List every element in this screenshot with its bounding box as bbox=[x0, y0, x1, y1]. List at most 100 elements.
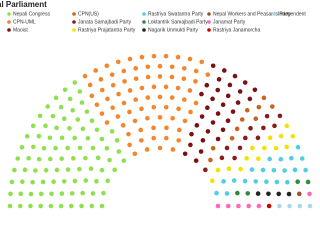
seat bbox=[151, 105, 157, 110]
legend-label: Nagarik Unmukti Party bbox=[148, 27, 199, 33]
seat bbox=[121, 158, 127, 163]
seat bbox=[203, 167, 208, 173]
seat bbox=[285, 179, 290, 185]
seat bbox=[219, 155, 225, 161]
seat bbox=[22, 167, 28, 173]
seat bbox=[31, 144, 36, 150]
seat bbox=[72, 135, 77, 141]
seat bbox=[199, 114, 205, 119]
seat bbox=[297, 203, 303, 209]
seat bbox=[244, 107, 250, 113]
legend-marker bbox=[72, 12, 76, 16]
seat bbox=[226, 166, 232, 171]
seat bbox=[151, 84, 157, 90]
seat bbox=[284, 144, 289, 150]
seat bbox=[133, 66, 139, 71]
seat bbox=[151, 125, 156, 131]
seat bbox=[84, 109, 90, 114]
seat bbox=[209, 178, 215, 184]
seat bbox=[198, 149, 204, 154]
seat bbox=[90, 191, 96, 196]
seat bbox=[107, 157, 112, 163]
legend-marker bbox=[142, 28, 146, 32]
seat bbox=[225, 118, 231, 123]
seat bbox=[204, 82, 210, 88]
seat bbox=[193, 100, 199, 106]
legend-marker bbox=[142, 20, 146, 24]
seat bbox=[289, 155, 294, 161]
legend-label: Nepal Workers and Peasants Party bbox=[213, 11, 292, 17]
seat bbox=[53, 95, 59, 101]
legend-label: CPN(US) bbox=[78, 11, 99, 17]
seat bbox=[163, 84, 169, 90]
seat bbox=[38, 191, 44, 197]
seat bbox=[170, 147, 176, 152]
legend-label: Rastriya Swatantra Party bbox=[148, 11, 204, 17]
seat bbox=[8, 191, 13, 197]
seat bbox=[290, 133, 296, 139]
seat bbox=[89, 118, 95, 123]
legend-marker bbox=[207, 28, 211, 32]
seat bbox=[247, 96, 253, 102]
seat bbox=[243, 135, 248, 141]
legend-label: Independent bbox=[278, 11, 306, 17]
seat bbox=[176, 138, 181, 143]
seat bbox=[79, 203, 84, 209]
legend-label: Rastriya Prajatantra Party bbox=[78, 27, 136, 33]
seat bbox=[65, 167, 71, 172]
seat bbox=[139, 138, 144, 143]
seat bbox=[145, 64, 151, 70]
seat bbox=[139, 85, 145, 91]
seat bbox=[30, 179, 35, 185]
seat bbox=[189, 131, 194, 137]
seat bbox=[264, 179, 269, 185]
seat bbox=[222, 68, 227, 73]
seat bbox=[87, 82, 93, 88]
seat bbox=[77, 166, 82, 172]
seat bbox=[121, 68, 127, 74]
seat bbox=[205, 105, 210, 110]
seat bbox=[215, 167, 221, 173]
seat bbox=[249, 167, 255, 172]
seat bbox=[110, 82, 116, 88]
seat bbox=[234, 126, 240, 132]
seat bbox=[188, 109, 193, 115]
seat bbox=[215, 203, 221, 209]
seat bbox=[215, 87, 221, 93]
seat bbox=[262, 145, 267, 151]
seat bbox=[139, 54, 145, 60]
seat bbox=[246, 203, 251, 209]
seat bbox=[170, 115, 175, 121]
seat bbox=[181, 97, 187, 102]
seat bbox=[105, 96, 110, 102]
seat bbox=[30, 123, 36, 129]
legend-label: CPN-UML bbox=[13, 19, 36, 25]
seat bbox=[94, 127, 100, 133]
seat bbox=[278, 156, 284, 162]
seat bbox=[253, 116, 259, 122]
seat bbox=[216, 77, 222, 82]
seat bbox=[271, 167, 277, 173]
seat bbox=[157, 94, 163, 100]
seat bbox=[175, 85, 181, 91]
seat bbox=[255, 191, 261, 196]
seat bbox=[65, 145, 70, 151]
seat bbox=[277, 113, 283, 119]
seat bbox=[72, 80, 78, 85]
seat bbox=[12, 167, 17, 173]
seat bbox=[157, 115, 163, 120]
seat bbox=[45, 104, 51, 109]
legend-marker bbox=[207, 12, 211, 16]
seat bbox=[260, 167, 266, 173]
seat bbox=[59, 191, 65, 196]
seat bbox=[116, 149, 122, 154]
seat bbox=[278, 133, 284, 139]
seat bbox=[36, 133, 42, 139]
seat bbox=[295, 179, 300, 185]
seat bbox=[94, 102, 100, 108]
seat bbox=[237, 145, 243, 151]
seat bbox=[67, 125, 72, 131]
seat bbox=[79, 100, 85, 105]
seat bbox=[210, 96, 215, 102]
seat bbox=[43, 167, 49, 173]
